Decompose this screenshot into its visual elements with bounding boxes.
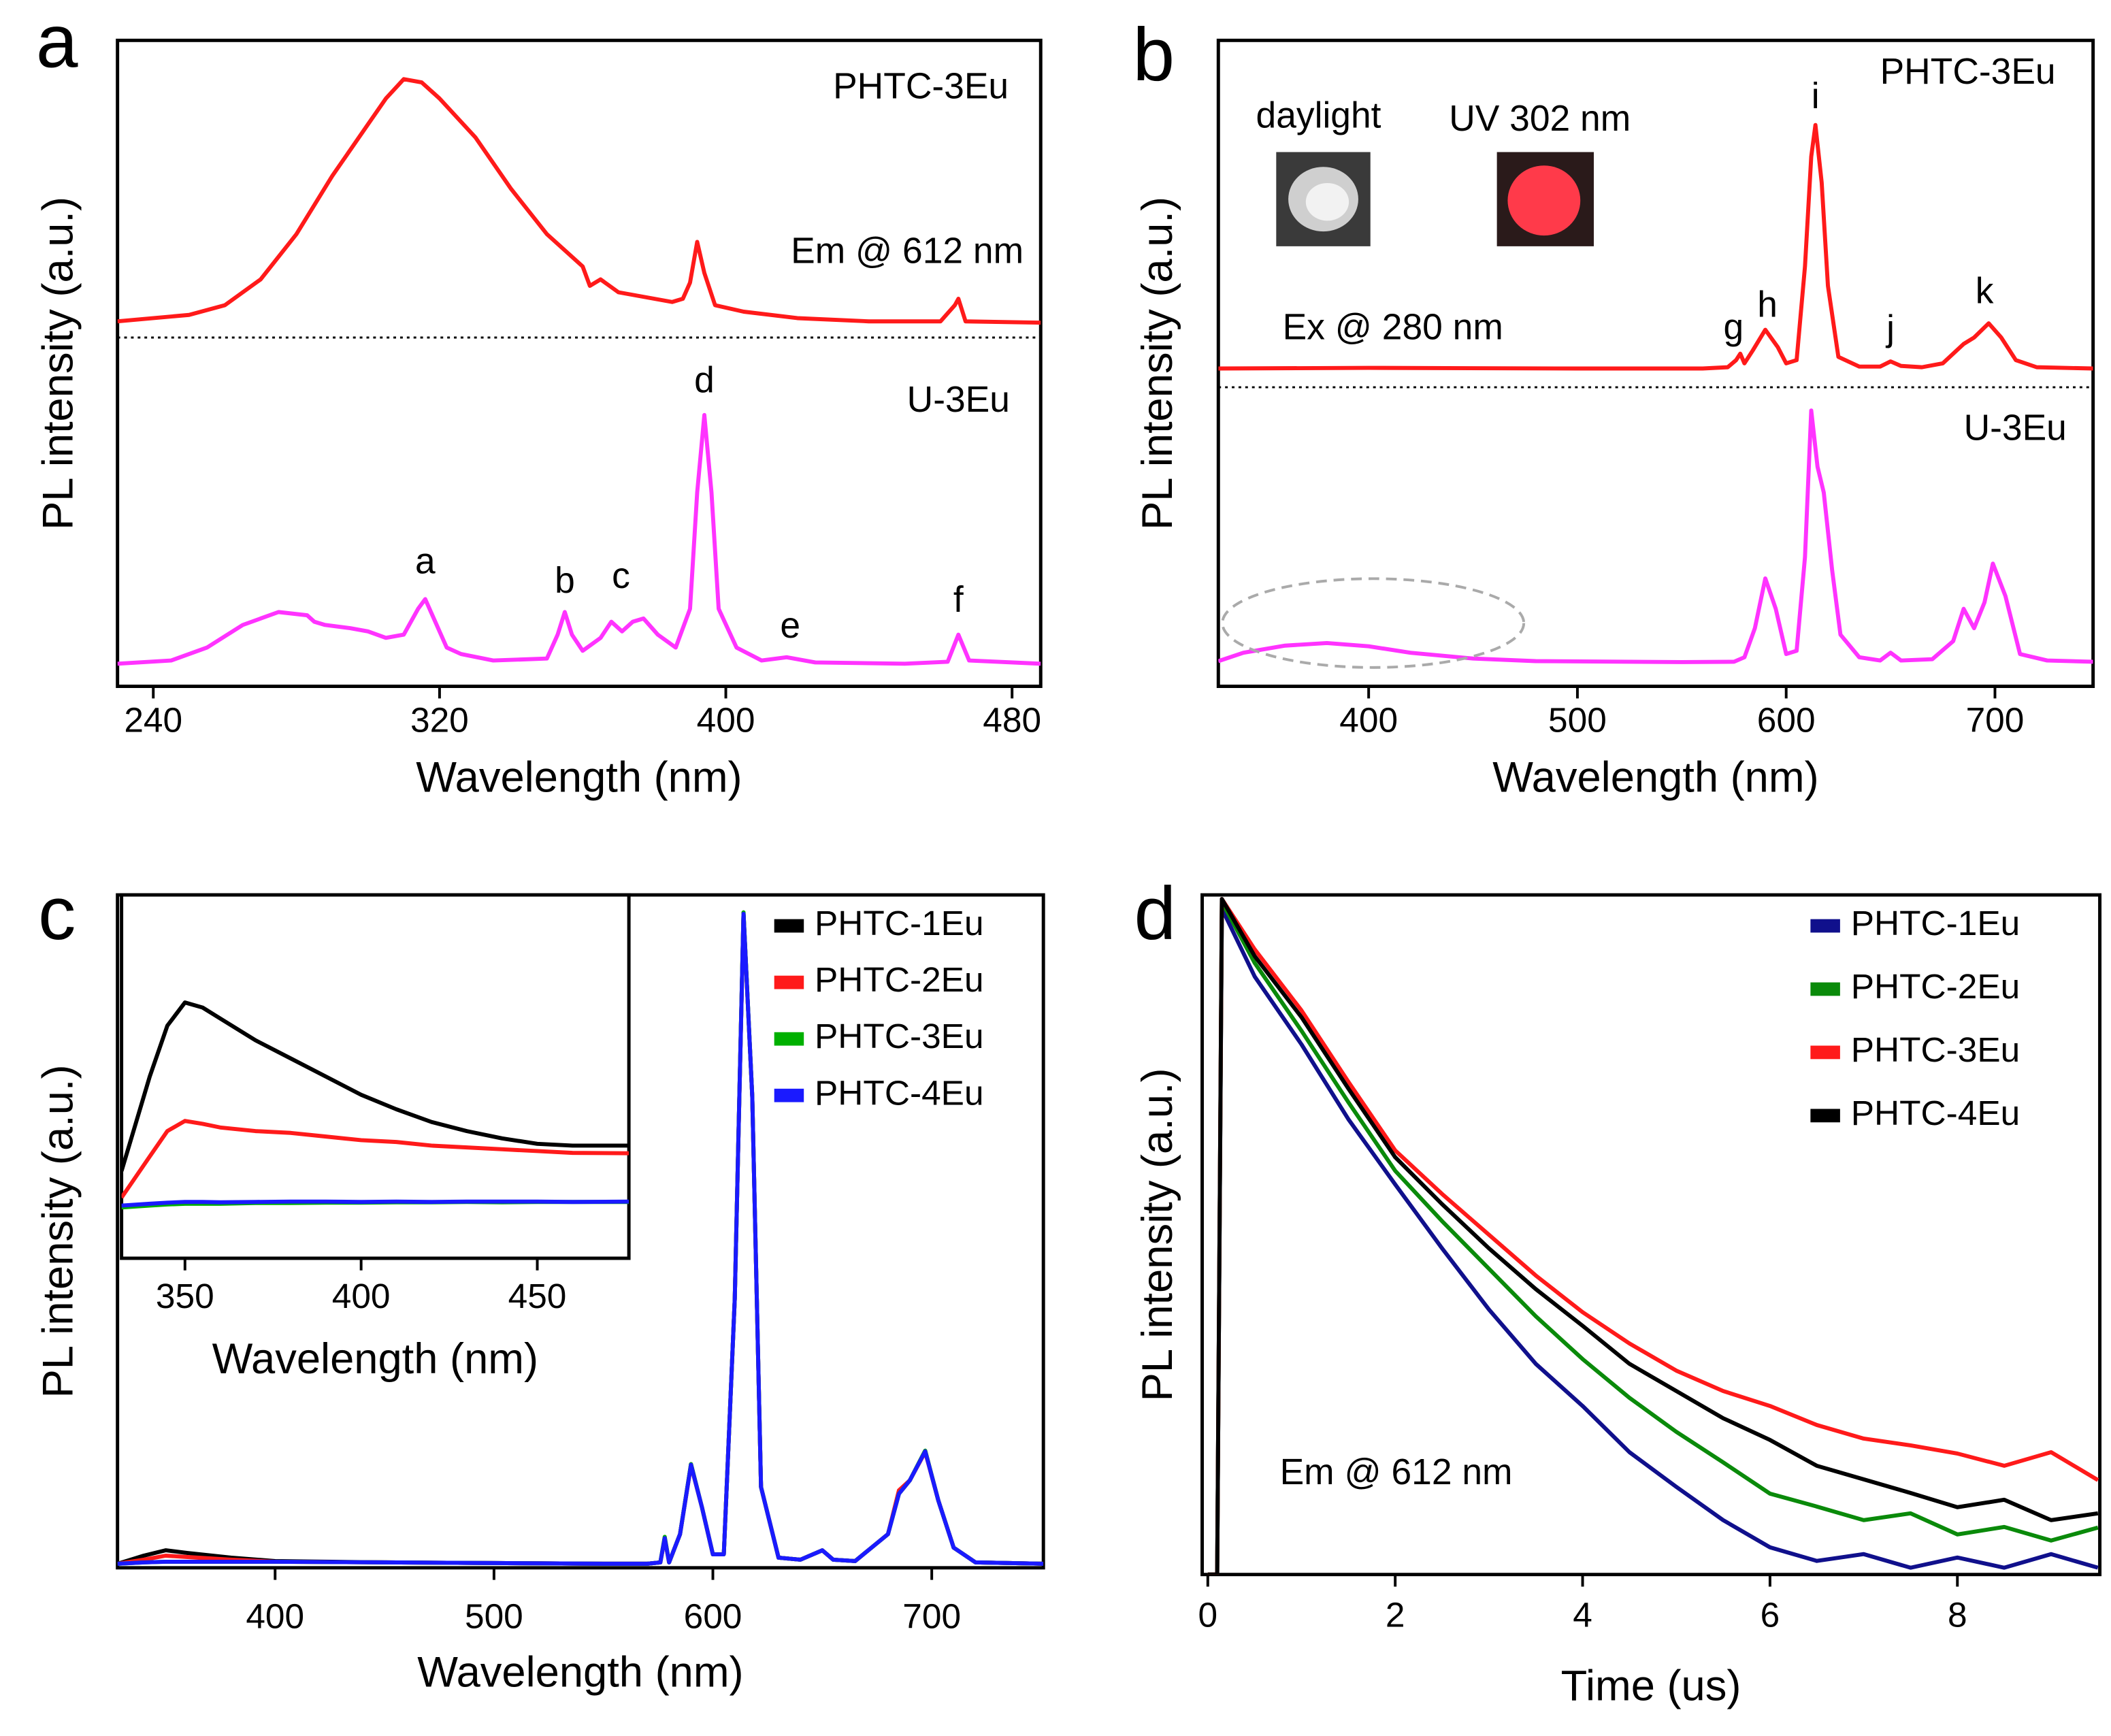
y-axis-label: PL intensity (a.u.) bbox=[34, 1064, 82, 1398]
series-line bbox=[121, 1000, 629, 1172]
annotation: daylight bbox=[1256, 95, 1381, 135]
plot-frame bbox=[116, 38, 1043, 689]
x-tick-label: 500 bbox=[1548, 700, 1607, 740]
legend-swatch bbox=[1810, 982, 1840, 996]
series-line bbox=[1207, 897, 2099, 1575]
annotation: PHTC-3Eu bbox=[1880, 52, 2056, 92]
x-tick-label: 600 bbox=[684, 1596, 742, 1636]
panel-label: c bbox=[38, 872, 76, 955]
panel-label: d bbox=[1134, 872, 1177, 955]
y-axis-label: PL intensity (a.u.) bbox=[34, 197, 82, 530]
x-tick-label: 8 bbox=[1948, 1595, 1967, 1635]
y-axis-label: PL intensity (a.u.) bbox=[1134, 1068, 1181, 1401]
x-axis-label: Wavelength (nm) bbox=[1492, 754, 1818, 802]
x-axis-label: Wavelength (nm) bbox=[212, 1335, 538, 1383]
x-tick-label: 6 bbox=[1761, 1595, 1780, 1635]
annotation: b bbox=[555, 561, 575, 601]
series-line bbox=[117, 911, 1044, 1566]
x-tick-label: 600 bbox=[1757, 700, 1816, 740]
annotation: a bbox=[415, 541, 436, 581]
x-tick-label: 0 bbox=[1198, 1595, 1218, 1635]
x-tick-label: 400 bbox=[1339, 700, 1398, 740]
series-line bbox=[1207, 900, 2099, 1575]
series-line bbox=[1207, 897, 2099, 1575]
legend-swatch bbox=[774, 1032, 804, 1046]
x-tick-label: 2 bbox=[1386, 1595, 1405, 1635]
annotation: UV 302 nm bbox=[1449, 99, 1631, 139]
x-axis-label: Wavelength (nm) bbox=[417, 1649, 743, 1697]
x-axis-label: Time (us) bbox=[1561, 1663, 1741, 1710]
annotation: e bbox=[780, 606, 800, 646]
series-line bbox=[121, 1199, 629, 1208]
annotation: g bbox=[1724, 308, 1744, 348]
legend-swatch bbox=[774, 919, 804, 933]
x-tick-label: 700 bbox=[1966, 700, 2025, 740]
photo-uv bbox=[1496, 152, 1594, 246]
annotation: Em @ 612 nm bbox=[791, 231, 1024, 272]
plot-frame bbox=[1216, 38, 2095, 689]
photo-daylight bbox=[1276, 152, 1371, 246]
series-line bbox=[121, 1119, 629, 1199]
series-line bbox=[117, 412, 1041, 666]
x-tick-label: 400 bbox=[332, 1276, 391, 1315]
panel-label: a bbox=[36, 0, 78, 83]
x-tick-label: 400 bbox=[697, 700, 755, 740]
annotation: h bbox=[1757, 284, 1778, 325]
plot-frame bbox=[120, 893, 631, 1260]
plot-frame bbox=[1200, 893, 2102, 1577]
x-tick-label: 320 bbox=[410, 700, 469, 740]
legend-label: PHTC-4Eu bbox=[815, 1072, 984, 1112]
legend-swatch bbox=[1810, 919, 1840, 933]
x-tick-label: 400 bbox=[246, 1596, 304, 1636]
y-axis-label: PL intensity (a.u.) bbox=[1134, 197, 1181, 530]
legend-label: PHTC-3Eu bbox=[815, 1016, 984, 1055]
legend-label: PHTC-3Eu bbox=[1851, 1030, 2020, 1069]
legend-label: PHTC-2Eu bbox=[1851, 966, 2020, 1006]
highlight-ellipse bbox=[1221, 577, 1526, 669]
panel-label: b bbox=[1133, 13, 1175, 97]
x-tick-label: 4 bbox=[1573, 1595, 1592, 1635]
legend-swatch bbox=[1810, 1109, 1840, 1123]
legend-swatch bbox=[1810, 1045, 1840, 1060]
x-tick-label: 240 bbox=[124, 700, 182, 740]
legend-label: PHTC-1Eu bbox=[1851, 903, 2020, 943]
annotation: i bbox=[1812, 76, 1820, 116]
annotation: c bbox=[612, 556, 630, 596]
series-line bbox=[1207, 906, 2099, 1575]
x-tick-label: 450 bbox=[508, 1276, 567, 1315]
legend-label: PHTC-2Eu bbox=[815, 960, 984, 999]
annotation: PHTC-3Eu bbox=[833, 67, 1009, 107]
legend-label: PHTC-1Eu bbox=[815, 903, 984, 943]
annotation: Ex @ 280 nm bbox=[1283, 308, 1503, 348]
legend-swatch bbox=[774, 1088, 804, 1102]
annotation: k bbox=[1976, 272, 1994, 312]
x-tick-label: 500 bbox=[465, 1596, 523, 1636]
annotation: U-3Eu bbox=[907, 380, 1010, 420]
x-axis-label: Wavelength (nm) bbox=[416, 754, 742, 802]
x-tick-label: 350 bbox=[156, 1276, 214, 1315]
annotation: d bbox=[694, 361, 715, 401]
annotation: f bbox=[953, 580, 964, 620]
legend-swatch bbox=[774, 975, 804, 989]
legend-label: PHTC-4Eu bbox=[1851, 1093, 2020, 1132]
annotation: j bbox=[1885, 309, 1895, 349]
series-line bbox=[1218, 122, 2093, 371]
x-tick-label: 700 bbox=[902, 1596, 961, 1636]
x-tick-label: 480 bbox=[983, 700, 1041, 740]
annotation: Em @ 612 nm bbox=[1280, 1452, 1513, 1492]
annotation: U-3Eu bbox=[1964, 408, 2067, 448]
series-line bbox=[117, 77, 1041, 325]
